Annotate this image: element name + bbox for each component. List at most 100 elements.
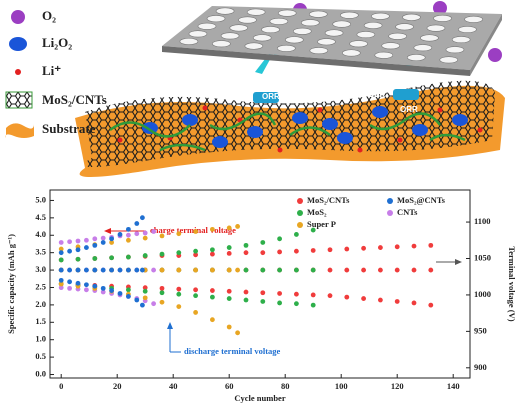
discharge-voltage-point xyxy=(310,292,316,298)
plate-hole xyxy=(285,36,304,44)
capacity-point xyxy=(361,267,366,273)
discharge-voltage-point xyxy=(67,279,72,285)
y-tick-label: 0.5 xyxy=(35,351,46,361)
capacity-point xyxy=(226,267,232,273)
charge-voltage-point xyxy=(67,248,72,254)
arrow-head xyxy=(455,259,462,265)
plate-hole xyxy=(269,17,289,25)
legend-marker xyxy=(387,210,393,216)
discharge-voltage-point xyxy=(394,299,400,304)
charge-voltage-point xyxy=(142,230,148,236)
discharge-voltage-point xyxy=(243,297,249,303)
capacity-point xyxy=(92,267,98,273)
li-ion xyxy=(397,137,403,143)
capacity-point xyxy=(58,267,64,273)
plate-hole xyxy=(388,32,407,40)
discharge-voltage-point xyxy=(100,285,106,291)
charge-voltage-point xyxy=(394,244,400,250)
plate-hole xyxy=(246,8,266,16)
y-axis-label: Specific capacity (mAh g⁻¹) xyxy=(6,234,16,334)
discharge-voltage-point xyxy=(226,288,232,294)
charge-voltage-point xyxy=(226,250,232,256)
y-tick-label: 0.0 xyxy=(35,368,46,378)
charge-voltage-point xyxy=(58,257,64,263)
plate-hole xyxy=(363,21,383,29)
discharge-voltage-point xyxy=(294,301,299,307)
arrow-head xyxy=(104,228,111,234)
li2o2-particle xyxy=(372,106,388,118)
discharge-voltage-point xyxy=(277,291,282,296)
discharge-voltage-point xyxy=(176,304,182,309)
plate-side xyxy=(162,46,470,76)
y-tick-label: 2.0 xyxy=(35,299,46,309)
legend-label: MoS₂@CNTs xyxy=(397,195,446,205)
y2-tick-label: 950 xyxy=(474,325,487,335)
cnt-strand xyxy=(429,133,466,142)
charge-voltage-point xyxy=(260,240,266,245)
cnt-strand xyxy=(369,112,441,131)
plate-hole xyxy=(445,46,465,54)
discharge-voltage-point xyxy=(310,302,316,308)
legend-marker xyxy=(387,198,393,204)
capacity-point xyxy=(193,267,199,273)
discharge-voltage-point xyxy=(327,293,333,299)
discharge-voltage-point xyxy=(226,324,232,330)
charge-voltage-point xyxy=(226,245,232,250)
y-tick-label: 2.5 xyxy=(35,281,46,291)
capacity-point xyxy=(151,267,157,273)
discharge-voltage-point xyxy=(277,300,282,306)
capacity-point xyxy=(260,267,266,273)
discharge-voltage-point xyxy=(100,289,106,295)
plate-hole xyxy=(381,42,401,50)
y2-tick-label: 1100 xyxy=(474,216,491,226)
charge-voltage-point xyxy=(125,232,131,238)
charge-voltage-point xyxy=(151,229,157,234)
y2-axis-label: Terminal voltage (V) xyxy=(507,246,517,321)
charge-voltage-point xyxy=(58,250,64,256)
y-tick-label: 3.0 xyxy=(35,264,46,274)
discharge-voltage-point xyxy=(193,287,199,293)
charge-voltage-point xyxy=(411,243,417,249)
y2-tick-label: 1050 xyxy=(474,252,491,262)
discharge-voltage-point xyxy=(117,291,123,296)
legend-label: MoS₂/CNTs xyxy=(42,92,107,107)
charge-voltage-point xyxy=(75,238,81,244)
charge-voltage-point xyxy=(142,253,148,258)
capacity-point xyxy=(411,267,417,273)
substrate-icon xyxy=(5,123,34,138)
charge-voltage-point xyxy=(109,236,114,242)
discharge-voltage-point xyxy=(58,277,64,283)
y-tick-label: 1.5 xyxy=(35,316,46,326)
discharge-voltage-point xyxy=(140,302,145,308)
o2-icon xyxy=(11,10,25,24)
plate-hole xyxy=(439,56,459,64)
charge-voltage-point xyxy=(310,248,316,253)
charge-voltage-point xyxy=(193,252,199,258)
y-tick-label: 4.5 xyxy=(35,212,46,222)
x-tick-label: 120 xyxy=(391,381,404,391)
discharge-voltage-point xyxy=(142,285,148,291)
y2-tick-label: 900 xyxy=(474,362,487,372)
x-tick-label: 100 xyxy=(335,381,348,391)
charge-voltage-point xyxy=(277,249,282,255)
capacity-point xyxy=(344,267,350,273)
schematic: O₂ Li₂O₂ Li⁺ MoS₂/CNTs Substrate ORR OER… xyxy=(5,1,505,178)
discharge-voltage-point xyxy=(210,317,215,323)
plate-hole xyxy=(261,26,280,34)
charge-voltage-point xyxy=(134,231,140,237)
charge-voltage-point xyxy=(125,254,131,260)
charge-voltage-point xyxy=(75,247,81,253)
charge-voltage-point xyxy=(117,232,123,237)
capacity-point xyxy=(394,267,400,273)
reaction-badge xyxy=(393,89,419,100)
plate-hole xyxy=(317,38,336,46)
charge-voltage-point xyxy=(277,236,282,242)
charge-voltage-point xyxy=(125,226,131,232)
charge-voltage-point xyxy=(344,246,350,252)
capacity-point xyxy=(100,267,106,273)
plot-frame xyxy=(49,189,471,379)
capacity-point xyxy=(109,267,114,273)
charge-voltage-point xyxy=(92,242,98,248)
charge-voltage-point xyxy=(193,229,199,234)
discharge-voltage-point xyxy=(411,300,417,306)
